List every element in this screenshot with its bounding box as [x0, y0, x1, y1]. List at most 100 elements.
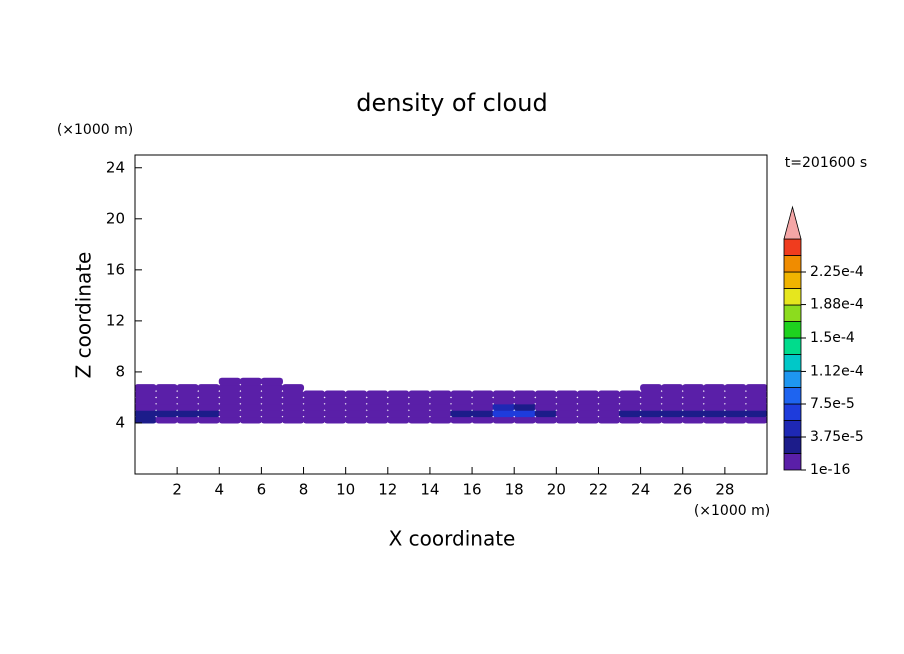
- field-cell: [724, 390, 747, 398]
- colorbar-tick-label: 1.5e-4: [810, 330, 855, 346]
- field-cell: [661, 403, 684, 411]
- field-cell: [724, 409, 747, 418]
- field-cell: [597, 409, 621, 418]
- field-cell: [597, 390, 621, 398]
- field-cell: [345, 390, 368, 398]
- field-cell: [239, 416, 262, 424]
- field-cell: [555, 409, 578, 418]
- field-cell: [471, 396, 494, 405]
- field-cell: [619, 403, 642, 411]
- field-cell: [155, 384, 178, 392]
- field-cell: [345, 396, 368, 405]
- x-tick-label: 10: [336, 481, 355, 499]
- colorbar-box: [783, 436, 802, 454]
- field-cell: [450, 390, 473, 398]
- field-cell: [745, 396, 768, 405]
- x-tick-label: 26: [673, 481, 692, 499]
- field-cell: [176, 396, 199, 405]
- field-cell: [281, 403, 305, 411]
- field-cell: [197, 403, 220, 411]
- field-cell: [745, 409, 768, 418]
- field-cell: [682, 384, 705, 392]
- field-cell: [197, 384, 220, 392]
- colorbar-box: [783, 271, 802, 289]
- field-cell: [281, 409, 305, 418]
- field-cell: [324, 390, 347, 398]
- axes: [134, 154, 768, 475]
- field-cell: [324, 403, 347, 411]
- field-cell: [703, 403, 726, 411]
- field-cell: [134, 396, 157, 405]
- field-cell: [682, 390, 705, 398]
- field-cell: [134, 409, 157, 418]
- field-cell: [239, 384, 262, 392]
- field-cell: [197, 396, 220, 405]
- field-cell: [260, 384, 283, 392]
- field-cell: [640, 396, 663, 405]
- field-cell: [492, 396, 515, 405]
- colorbar-extension: [783, 205, 802, 240]
- field-cell: [134, 416, 157, 424]
- field-cell: [429, 416, 452, 424]
- field-cell: [260, 377, 283, 386]
- field-cell: [576, 396, 599, 405]
- field-cell: [661, 396, 684, 405]
- field-cell: [408, 403, 431, 411]
- field-cell: [260, 396, 283, 405]
- field-cell: [640, 384, 663, 392]
- field-cell: [408, 416, 431, 424]
- chart-title: density of cloud: [356, 89, 547, 117]
- field-cell: [176, 384, 199, 392]
- field-cell: [324, 409, 347, 418]
- field-cell: [661, 390, 684, 398]
- y-tick-label: 12: [106, 311, 125, 329]
- field-cell: [324, 416, 347, 424]
- colorbar-box: [783, 288, 802, 306]
- field-cell: [239, 377, 262, 386]
- field-cell: [534, 390, 557, 398]
- field-cell: [450, 416, 473, 424]
- y-tick-label: 16: [106, 260, 125, 278]
- field-cell: [450, 396, 473, 405]
- colorbar-tick-label: 1.88e-4: [810, 297, 864, 313]
- colorbar-box: [783, 321, 802, 339]
- field-cell: [303, 409, 326, 418]
- field-cell: [429, 409, 452, 418]
- field-cell: [303, 416, 326, 424]
- field-cell: [366, 416, 389, 424]
- x-tick-label: 2: [172, 481, 182, 499]
- field-cell: [260, 403, 283, 411]
- field-cell: [576, 403, 599, 411]
- field-cell: [661, 416, 684, 424]
- field-cell: [703, 390, 726, 398]
- field-cell: [619, 390, 642, 398]
- field-cell: [218, 384, 241, 392]
- field-cell: [387, 390, 410, 398]
- field-cell: [429, 403, 452, 411]
- field-cell: [155, 416, 178, 424]
- plot-frame: [134, 154, 768, 475]
- field-cell: [134, 403, 157, 411]
- field-cell: [576, 390, 599, 398]
- field-cell: [471, 390, 494, 398]
- field-cell: [176, 416, 199, 424]
- field-cell: [724, 396, 747, 405]
- field-cell: [387, 396, 410, 405]
- field-cell: [366, 403, 389, 411]
- field-cell: [450, 409, 473, 418]
- colorbar-box: [783, 403, 802, 421]
- x-axis-label: X coordinate: [389, 527, 516, 551]
- x-tick-label: 28: [715, 481, 734, 499]
- field-cell: [366, 390, 389, 398]
- time-label: t=201600 s: [785, 155, 867, 171]
- field-cell: [471, 409, 494, 418]
- field-cell: [281, 384, 305, 392]
- field-cell: [345, 409, 368, 418]
- field-cell: [597, 396, 621, 405]
- field-cell: [534, 403, 557, 411]
- x-tick-label: 20: [547, 481, 566, 499]
- colorbar-box: [783, 255, 802, 273]
- field-cell: [745, 390, 768, 398]
- field-cell: [429, 396, 452, 405]
- colorbar-tick-label: 7.5e-5: [810, 396, 855, 412]
